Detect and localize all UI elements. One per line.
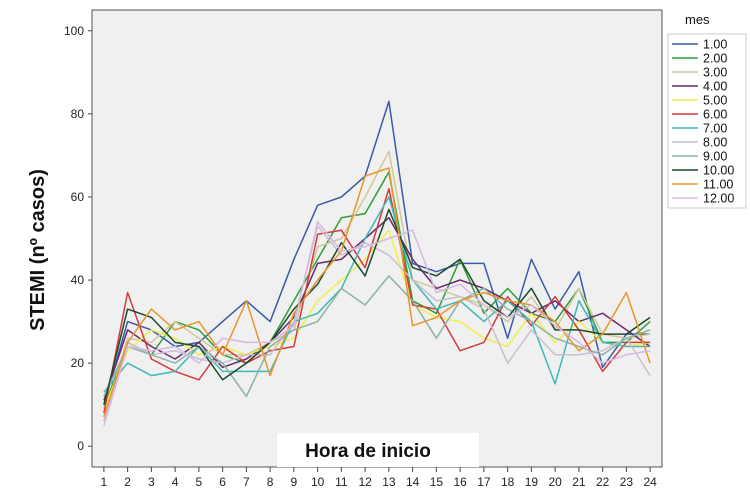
x-tick-label: 6 xyxy=(219,475,226,489)
x-tick-label: 9 xyxy=(291,475,298,489)
legend-entry: 2.00 xyxy=(703,52,727,66)
x-tick-label: 1 xyxy=(101,475,108,489)
x-tick-label: 18 xyxy=(501,475,515,489)
legend-entry: 10.00 xyxy=(703,164,734,178)
series-line-7.00 xyxy=(103,196,651,393)
legend-entry: 8.00 xyxy=(703,136,727,150)
x-tick-label: 5 xyxy=(196,475,203,489)
x-tick-label: 15 xyxy=(430,475,444,489)
x-tick-label: 2 xyxy=(124,475,131,489)
series-line-2.00 xyxy=(103,171,651,410)
legend-entry: 11.00 xyxy=(703,178,733,192)
x-tick-label: 20 xyxy=(548,475,562,489)
x-tick-label: 3 xyxy=(148,475,155,489)
legend: mes 1.002.003.004.005.006.007.008.009.00… xyxy=(667,12,747,209)
legend-entry: 12.00 xyxy=(703,192,734,206)
y-tick-label: 60 xyxy=(71,190,85,204)
series-line-11.00 xyxy=(103,167,651,418)
x-tick-label: 24 xyxy=(643,475,657,489)
legend-entry: 7.00 xyxy=(703,122,727,136)
x-tick-label: 14 xyxy=(406,475,420,489)
legend-entry: 4.00 xyxy=(703,80,727,94)
y-tick-label: 20 xyxy=(71,356,85,370)
y-axis: 0 20 40 60 80 100 xyxy=(64,24,92,453)
series-line-8.00 xyxy=(103,225,651,422)
series-line-6.00 xyxy=(103,187,651,414)
plot-area xyxy=(91,9,663,468)
x-axis-label: Hora de inicio xyxy=(305,441,431,462)
x-tick-label: 10 xyxy=(311,475,325,489)
series-line-9.00 xyxy=(103,275,651,398)
x-tick-label: 7 xyxy=(243,475,250,489)
legend-entry: 1.00 xyxy=(703,38,727,52)
x-tick-label: 19 xyxy=(525,475,539,489)
x-tick-label: 23 xyxy=(620,475,634,489)
x-tick-label: 12 xyxy=(358,475,372,489)
x-tick-label: 4 xyxy=(172,475,179,489)
series-line-12.00 xyxy=(103,221,651,426)
legend-entry: 3.00 xyxy=(703,66,727,80)
legend-entry: 9.00 xyxy=(703,150,727,164)
y-tick-label: 80 xyxy=(71,107,85,121)
x-tick-label: 21 xyxy=(572,475,586,489)
x-tick-label: 8 xyxy=(267,475,274,489)
legend-entry: 5.00 xyxy=(703,94,727,108)
x-axis-label-background xyxy=(277,433,479,467)
x-tick-label: 22 xyxy=(596,475,610,489)
y-axis-label: STEMI (nº casos) xyxy=(27,169,49,331)
legend-entry: 6.00 xyxy=(703,108,727,122)
x-tick-label: 13 xyxy=(382,475,396,489)
x-axis: 1 2 3 4 5 6 7 8 9 10 11 12 13 14 15 16 17 18 19 20 21 22 23 24 xyxy=(101,467,657,489)
y-tick-label: 0 xyxy=(77,439,84,453)
legend-title: mes xyxy=(685,12,710,27)
y-tick-label: 100 xyxy=(64,24,84,38)
legend-box xyxy=(667,33,747,209)
y-tick-label: 40 xyxy=(71,273,85,287)
legend-items: 1.002.003.004.005.006.007.008.009.0010.0… xyxy=(672,38,734,206)
x-tick-label: 16 xyxy=(453,475,467,489)
series-line-3.00 xyxy=(103,150,651,418)
x-tick-label: 11 xyxy=(335,475,348,489)
series-lines xyxy=(103,100,651,426)
x-tick-label: 17 xyxy=(477,475,491,489)
